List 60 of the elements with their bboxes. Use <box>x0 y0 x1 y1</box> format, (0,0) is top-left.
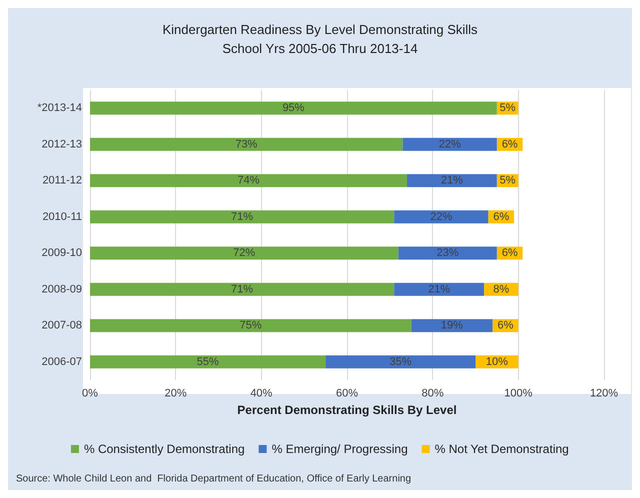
data-label: 71% <box>231 283 254 296</box>
y-tick-label: 2011-12 <box>42 174 82 187</box>
data-label: 75% <box>240 320 262 332</box>
bar <box>90 246 398 260</box>
data-label: 6% <box>502 138 518 150</box>
x-tick-label: 20% <box>164 388 187 400</box>
x-tick-label: 40% <box>250 388 273 400</box>
data-label: 95% <box>282 102 305 114</box>
bar <box>90 138 403 151</box>
y-tick-label: 2007-08 <box>42 320 82 332</box>
data-label: 10% <box>486 356 508 368</box>
data-label: 71% <box>231 210 254 223</box>
y-tick-label: 2012-13 <box>42 138 82 150</box>
y-tick-label: 2010-11 <box>42 210 82 223</box>
x-tick-label: 60% <box>336 388 358 400</box>
data-label: 74% <box>237 174 260 187</box>
data-label: 23% <box>436 247 459 260</box>
data-label: 35% <box>390 356 412 368</box>
data-label: 72% <box>233 247 256 260</box>
bar <box>394 210 488 224</box>
data-label: 6% <box>502 247 518 260</box>
bar <box>394 282 484 296</box>
y-tick-label: 2006-07 <box>42 356 82 368</box>
data-label: 22% <box>438 138 462 150</box>
data-label: 5% <box>500 102 516 114</box>
x-tick-label: 100% <box>504 388 533 400</box>
data-label: 55% <box>196 356 220 368</box>
data-label: 6% <box>498 320 514 332</box>
bar <box>90 319 412 332</box>
data-label: 8% <box>493 283 510 296</box>
bar <box>398 246 497 260</box>
bar <box>90 102 497 115</box>
data-label: 19% <box>440 320 464 332</box>
data-label: 21% <box>440 174 464 187</box>
bar <box>90 355 326 368</box>
data-label: 6% <box>493 210 510 223</box>
bar <box>402 138 497 151</box>
data-label: 22% <box>430 210 452 223</box>
data-label: 73% <box>235 138 258 150</box>
data-label: 5% <box>500 174 516 187</box>
x-tick-label: 0% <box>82 388 98 400</box>
x-axis-title: Percent Demonstrating Skills By Level <box>237 403 457 417</box>
bar <box>90 282 394 296</box>
chart-title: Kindergarten Readiness By Level Demonstrating Skills <box>162 22 478 37</box>
legend-label: % Emerging/ Progressing <box>272 442 408 456</box>
bar <box>411 319 493 332</box>
bar <box>326 355 476 368</box>
chart-subtitle: School Yrs 2005-06 Thru 2013-14 <box>222 41 418 56</box>
x-tick-label: 80% <box>422 388 444 400</box>
source-note: Source: Whole Child Leon and Florida Department of Education, Office of Early Learning <box>16 474 412 484</box>
data-label: 21% <box>428 283 450 296</box>
legend-label: % Consistently Demonstrating <box>84 442 245 456</box>
bar <box>90 210 394 224</box>
y-tick-label: 2008-09 <box>42 283 82 296</box>
bar <box>406 174 497 188</box>
y-tick-label: 2009-10 <box>42 247 82 260</box>
y-tick-label: *2013-14 <box>37 102 82 114</box>
legend-label: % Not Yet Demonstrating <box>434 442 569 456</box>
x-tick-label: 120% <box>590 388 618 400</box>
bar <box>90 174 407 188</box>
